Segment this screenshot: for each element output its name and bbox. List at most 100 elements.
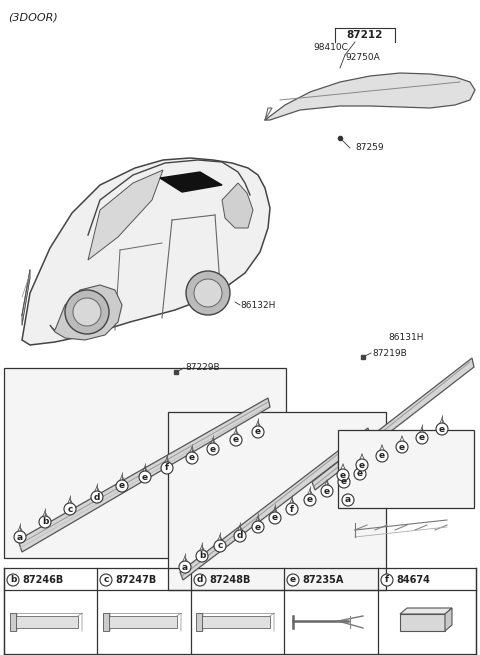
Text: e: e [255, 523, 261, 531]
Circle shape [338, 476, 350, 488]
Circle shape [196, 550, 208, 562]
Polygon shape [88, 170, 163, 260]
Polygon shape [445, 608, 452, 631]
Circle shape [14, 531, 26, 543]
Circle shape [91, 491, 103, 503]
Polygon shape [18, 398, 270, 552]
Text: 87247B: 87247B [115, 575, 156, 585]
Text: d: d [94, 493, 100, 502]
Polygon shape [265, 73, 475, 120]
Text: 92750A: 92750A [345, 54, 380, 62]
Circle shape [194, 279, 222, 307]
Text: e: e [233, 436, 239, 445]
Circle shape [179, 561, 191, 573]
Text: e: e [189, 453, 195, 462]
Circle shape [321, 485, 333, 497]
Text: 86131H: 86131H [388, 333, 423, 341]
Polygon shape [196, 613, 202, 631]
Circle shape [252, 426, 264, 438]
Text: c: c [67, 504, 72, 514]
Circle shape [139, 471, 151, 483]
Text: e: e [307, 495, 313, 504]
Polygon shape [400, 614, 445, 631]
Text: 86132H: 86132H [240, 301, 276, 310]
Circle shape [337, 469, 349, 481]
Text: e: e [419, 434, 425, 443]
Text: c: c [217, 542, 223, 550]
Text: e: e [340, 470, 346, 479]
Circle shape [73, 298, 101, 326]
Circle shape [436, 423, 448, 435]
Text: e: e [272, 514, 278, 523]
Text: 84674: 84674 [396, 575, 430, 585]
Circle shape [186, 271, 230, 315]
Text: e: e [142, 472, 148, 481]
Circle shape [356, 459, 368, 471]
Circle shape [7, 574, 19, 586]
Text: (3DOOR): (3DOOR) [8, 12, 58, 22]
Circle shape [342, 494, 354, 506]
Circle shape [396, 441, 408, 453]
Text: 87229B: 87229B [185, 364, 220, 373]
Polygon shape [22, 158, 270, 345]
Text: e: e [357, 470, 363, 479]
Polygon shape [13, 616, 78, 628]
Circle shape [381, 574, 393, 586]
Text: 87245B: 87245B [358, 495, 399, 505]
Circle shape [287, 574, 299, 586]
Text: e: e [439, 424, 445, 434]
Polygon shape [199, 616, 270, 628]
Circle shape [304, 494, 316, 506]
Text: a: a [17, 533, 23, 542]
Circle shape [64, 503, 76, 515]
Circle shape [416, 432, 428, 444]
Polygon shape [103, 613, 109, 631]
Circle shape [207, 443, 219, 455]
Text: 87212: 87212 [347, 30, 383, 40]
Polygon shape [160, 172, 222, 192]
Text: e: e [210, 445, 216, 453]
Text: b: b [10, 576, 16, 584]
Text: e: e [341, 477, 347, 487]
Circle shape [65, 290, 109, 334]
Text: 87235A: 87235A [302, 575, 343, 585]
Bar [338, 430, 474, 508]
Text: e: e [359, 460, 365, 470]
Text: e: e [255, 428, 261, 436]
Text: e: e [290, 576, 296, 584]
Text: b: b [199, 552, 205, 561]
Polygon shape [10, 613, 16, 631]
Circle shape [252, 521, 264, 533]
Circle shape [186, 452, 198, 464]
Polygon shape [106, 616, 177, 628]
Polygon shape [50, 285, 122, 340]
Text: f: f [165, 464, 169, 472]
Text: d: d [237, 531, 243, 540]
Polygon shape [180, 428, 370, 580]
Text: d: d [197, 576, 203, 584]
Polygon shape [400, 608, 452, 614]
Text: c: c [103, 576, 108, 584]
Text: 87248B: 87248B [209, 575, 251, 585]
Text: e: e [399, 443, 405, 451]
Text: a: a [182, 563, 188, 572]
Polygon shape [222, 183, 253, 228]
Text: f: f [385, 576, 389, 584]
Circle shape [230, 434, 242, 446]
Text: e: e [379, 451, 385, 460]
Circle shape [376, 450, 388, 462]
Text: e: e [324, 487, 330, 495]
Text: a: a [345, 495, 351, 504]
Text: 87219B: 87219B [372, 348, 407, 358]
Circle shape [286, 503, 298, 515]
Circle shape [116, 480, 128, 492]
Text: 87259: 87259 [355, 143, 384, 153]
Circle shape [100, 574, 112, 586]
Circle shape [194, 574, 206, 586]
Text: 87246B: 87246B [22, 575, 63, 585]
Circle shape [39, 516, 51, 528]
Circle shape [214, 540, 226, 552]
Text: b: b [42, 517, 48, 527]
Bar [168, 412, 386, 590]
Text: f: f [290, 504, 294, 514]
